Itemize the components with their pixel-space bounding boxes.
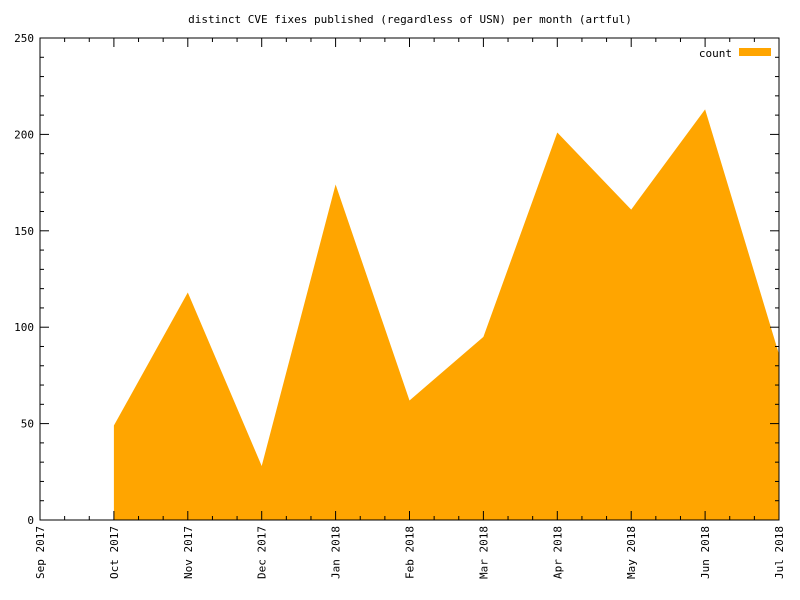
- y-tick-label: 50: [21, 418, 34, 431]
- x-tick-label: Dec 2017: [256, 526, 269, 579]
- y-tick-label: 250: [14, 32, 34, 45]
- x-tick-label: Apr 2018: [551, 526, 564, 579]
- legend-label: count: [699, 47, 732, 60]
- axes: 0 50 100 150 200 250 Sep 2017 Oct 2017 Nov 2017 D…: [14, 32, 786, 579]
- x-tick-label: May 2018: [625, 526, 638, 579]
- y-tick-label: 150: [14, 225, 34, 238]
- y-tick-label: 200: [14, 128, 34, 141]
- x-tick-label: Oct 2017: [108, 526, 121, 579]
- chart-title: distinct CVE fixes published (regardless…: [188, 13, 632, 26]
- legend-swatch: [739, 48, 771, 56]
- plot-area: [113, 109, 780, 520]
- area-series-count: [113, 109, 779, 520]
- x-tick-label: Jul 2018: [773, 526, 786, 579]
- y-tick-label: 100: [14, 321, 34, 334]
- x-tick-label: Nov 2017: [182, 526, 195, 579]
- x-tick-label: Feb 2018: [404, 526, 417, 579]
- y-tick-label: 0: [27, 514, 34, 527]
- x-tick-label: Jun 2018: [699, 526, 712, 579]
- x-tick-label: Jan 2018: [330, 526, 343, 579]
- x-tick-label: Sep 2017: [34, 526, 47, 579]
- legend: count: [699, 47, 771, 60]
- x-tick-label: Mar 2018: [477, 526, 490, 579]
